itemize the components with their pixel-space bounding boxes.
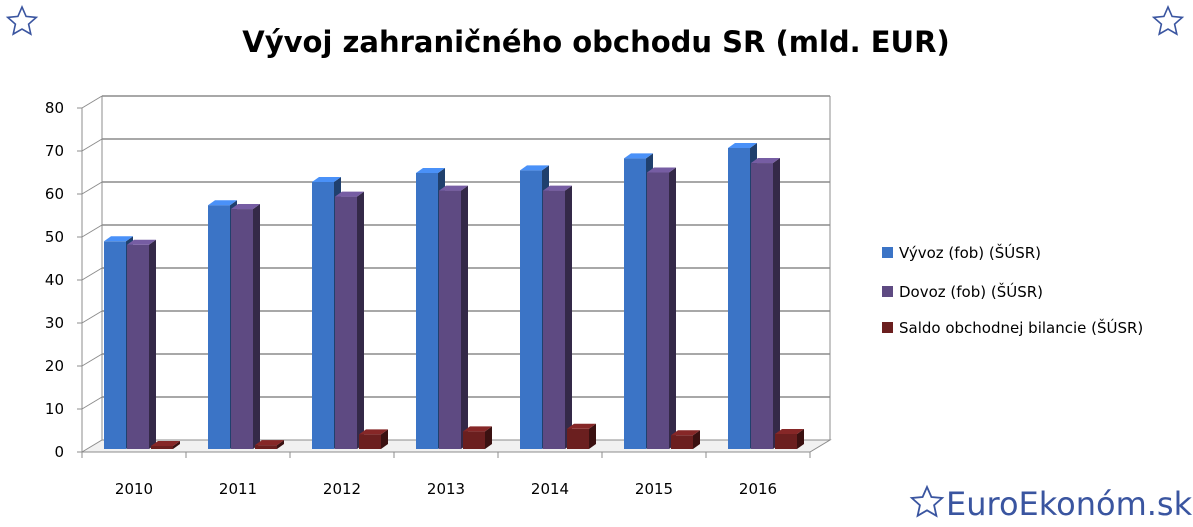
x-tick-label: 2015 [635, 480, 673, 498]
bar [255, 445, 277, 449]
legend-swatch [882, 322, 893, 333]
bar [567, 428, 589, 449]
watermark: EuroEkonóm.sk [909, 484, 1193, 523]
bar-side [173, 440, 180, 449]
x-tick-label: 2012 [323, 480, 361, 498]
bar-top [416, 167, 445, 173]
x-tick-label: 2016 [739, 480, 777, 498]
bar [208, 205, 230, 449]
bar [463, 431, 485, 449]
legend-swatch [882, 247, 893, 258]
bar-top [127, 239, 156, 245]
bar [104, 241, 126, 449]
star-icon-watermark [909, 484, 945, 518]
bar [151, 445, 173, 449]
gridline-side [81, 138, 103, 152]
bar-side [797, 428, 804, 449]
bar-top [463, 426, 492, 432]
bar-side [277, 440, 284, 449]
bar-top [775, 428, 804, 434]
x-tick-label: 2013 [427, 480, 465, 498]
x-tick-label: 2014 [531, 480, 569, 498]
gridline-side [81, 95, 103, 109]
bar-side [693, 430, 700, 449]
y-tick-label: 50 [45, 228, 64, 246]
bar-side [669, 167, 676, 449]
bar-top [255, 440, 284, 446]
bar-side [381, 429, 388, 449]
gridline-side [81, 310, 103, 324]
bar [543, 190, 565, 449]
x-axis: 2010 2011 2012 2013 2014 2015 2016 [81, 452, 811, 498]
star-icon-top-right [1151, 4, 1185, 36]
bar-top [208, 200, 237, 206]
watermark-text: EuroEkonóm.sk [946, 485, 1193, 523]
y-tick-label: 20 [45, 357, 64, 375]
y-tick-label: 70 [45, 142, 64, 160]
y-tick-label: 60 [45, 185, 64, 203]
bar-top [567, 423, 596, 429]
y-tick-label: 10 [45, 400, 64, 418]
bar-top [231, 204, 260, 210]
legend: Vývoz (fob) (ŠÚSR) Dovoz (fob) (ŠÚSR) Sald… [882, 243, 1143, 337]
bar-top [671, 430, 700, 436]
bar-top [624, 153, 653, 159]
bar-side [773, 158, 780, 450]
bar [416, 172, 438, 449]
bar [647, 172, 669, 449]
bar-top [312, 176, 341, 182]
bar-side [357, 191, 364, 449]
legend-label: Vývoz (fob) (ŠÚSR) [899, 243, 1041, 262]
bar-top [543, 185, 572, 191]
x-tick-label: 2010 [115, 480, 153, 498]
legend-label: Saldo obchodnej bilancie (ŠÚSR) [899, 318, 1143, 337]
bar-top [151, 440, 180, 446]
bar-side [589, 423, 596, 449]
chart-title: Vývoj zahraničného obchodu SR (mld. EUR) [242, 25, 949, 59]
y-tick-label: 0 [54, 443, 64, 461]
bar [359, 434, 381, 449]
bar-top [104, 236, 133, 242]
bar [439, 190, 461, 449]
y-tick-label: 30 [45, 314, 64, 332]
gridline-side [81, 224, 103, 238]
bar-top [520, 165, 549, 171]
bar [624, 158, 646, 449]
bar-side [461, 185, 468, 449]
bar-top [439, 185, 468, 191]
gridline-side [81, 181, 103, 195]
bar [231, 209, 253, 449]
x-tick-label: 2011 [219, 480, 257, 498]
y-tick-label: 80 [45, 99, 64, 117]
bar [520, 170, 542, 450]
bar [127, 244, 149, 449]
legend-swatch [882, 286, 893, 297]
bar [775, 433, 797, 449]
bar-top [751, 158, 780, 164]
bar-side [565, 185, 572, 449]
gridline-side [81, 396, 103, 410]
bar-top [728, 143, 757, 148]
bar [312, 181, 334, 449]
bar-top [647, 167, 676, 173]
bars [104, 143, 804, 450]
bar [751, 163, 773, 450]
gridline-side [81, 353, 103, 367]
bar [671, 435, 693, 449]
y-axis: 0 10 20 30 40 50 60 70 80 [45, 99, 82, 461]
bar-side [253, 204, 260, 449]
gridline-side [81, 267, 103, 281]
y-tick-label: 40 [45, 271, 64, 289]
bar-top [359, 429, 388, 435]
star-icon-top-left [5, 4, 39, 36]
bar [335, 196, 357, 449]
bar [728, 148, 750, 449]
bar-side [485, 426, 492, 449]
legend-label: Dovoz (fob) (ŠÚSR) [899, 282, 1043, 301]
bar-side [149, 239, 156, 449]
bar-top [335, 191, 364, 197]
